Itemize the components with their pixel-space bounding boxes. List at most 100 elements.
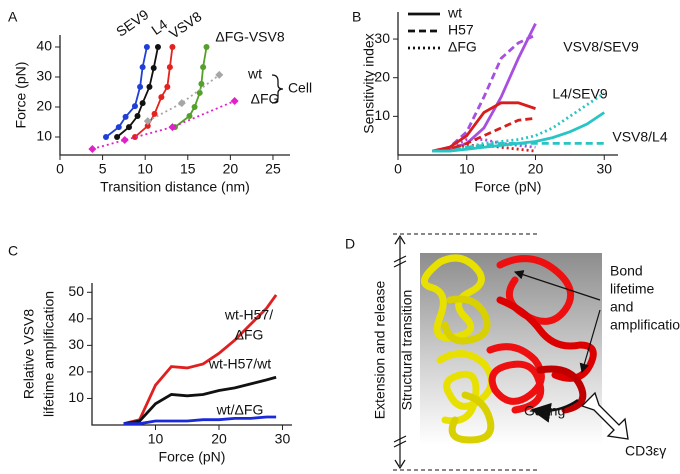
- marker: [134, 113, 141, 119]
- y-tick-label: 10: [68, 389, 84, 405]
- marker: [120, 136, 129, 144]
- marker: [169, 44, 176, 50]
- annotation: VSV8/SEV9: [563, 39, 639, 55]
- protein: [420, 254, 597, 444]
- series-line: [432, 116, 536, 153]
- series-line: [92, 100, 235, 150]
- series-line: [134, 46, 174, 138]
- legend-label: H57: [448, 22, 474, 38]
- series-line: [123, 415, 277, 426]
- cell-brace: [271, 74, 284, 104]
- x-tick-label: 20: [223, 161, 239, 177]
- marker: [196, 89, 203, 96]
- marker: [200, 64, 207, 71]
- x-tick-label: 25: [265, 161, 281, 177]
- y-axis-title: Sensitivity index: [361, 33, 377, 133]
- y-tick-label: 30: [36, 68, 52, 84]
- marker: [88, 145, 97, 153]
- x-tick-label: 0: [394, 161, 402, 177]
- series-line: [432, 92, 606, 153]
- marker: [186, 113, 193, 119]
- side-label: Structural transition: [399, 290, 415, 411]
- marker: [146, 83, 153, 90]
- series-line: [147, 74, 220, 122]
- series-line: [105, 46, 148, 138]
- legend-label: wt: [447, 5, 462, 21]
- series-line: [123, 375, 277, 426]
- marker: [126, 124, 132, 131]
- x-tick-label: 10: [137, 161, 153, 177]
- y-axis-title: Relative VSV8: [21, 309, 37, 399]
- series-line: [432, 143, 536, 153]
- marker: [215, 70, 224, 79]
- annotation: L4/SEV9: [552, 86, 607, 102]
- marker: [154, 44, 161, 50]
- y-tick-label: 40: [68, 310, 84, 326]
- marker: [150, 65, 157, 71]
- annotation: Cell: [288, 80, 312, 96]
- bond-label: lifetime: [610, 281, 655, 297]
- x-tick-label: 5: [99, 161, 107, 177]
- structure-diagram: D Extension and release Structural trans…: [345, 233, 680, 471]
- annotation: ΔFG-VSV8: [215, 29, 284, 45]
- y-axis-title: Force (pN): [13, 62, 29, 129]
- marker: [164, 83, 171, 90]
- y-tick-label: 50: [68, 283, 84, 299]
- series-line: [432, 142, 605, 153]
- legend-label: ΔFG: [448, 39, 477, 55]
- annotation: ΔFG: [251, 91, 280, 107]
- panel-label: B: [352, 9, 361, 25]
- series-line: [432, 101, 536, 153]
- annotation: SEV9: [113, 6, 152, 40]
- bond-label: and: [610, 299, 633, 315]
- annotation: wt/ΔFG: [216, 402, 264, 418]
- panel-label: D: [345, 236, 355, 252]
- marker: [115, 124, 122, 131]
- x-tick-label: 30: [275, 431, 291, 447]
- marker: [144, 122, 151, 129]
- marker: [139, 100, 146, 107]
- marker: [122, 113, 129, 120]
- marker: [151, 110, 158, 117]
- partner-label: CD3εγ: [625, 443, 666, 459]
- marker: [143, 44, 150, 50]
- panel-label: C: [8, 243, 18, 259]
- bond-label: Bond: [610, 263, 643, 279]
- bond-label: amplification: [610, 317, 680, 333]
- gating-label: Gating: [524, 403, 565, 419]
- y-axis-title: lifetime amplification: [41, 291, 57, 417]
- series-line: [123, 294, 278, 426]
- y-tick-label: 30: [374, 30, 390, 46]
- axis-line: [91, 283, 292, 426]
- annotation: VSV8: [166, 8, 205, 42]
- x-tick-label: 15: [180, 161, 196, 177]
- annotation: wt-H57/wt: [208, 356, 271, 372]
- marker: [131, 134, 138, 140]
- marker: [131, 103, 138, 110]
- panel-label: A: [8, 9, 18, 25]
- marker: [143, 117, 152, 126]
- x-tick-label: 10: [459, 161, 475, 177]
- marker: [168, 123, 177, 132]
- x-axis-title: Transition distance (nm): [100, 179, 250, 195]
- marker: [203, 44, 210, 50]
- marker: [198, 80, 205, 87]
- marker: [158, 94, 165, 101]
- annotation: VSV8/L4: [612, 129, 667, 145]
- annotation: wt-H57/: [224, 307, 273, 323]
- y-tick-label: 10: [374, 107, 390, 123]
- marker: [191, 104, 198, 110]
- marker: [177, 99, 186, 108]
- y-tick-label: 10: [36, 128, 52, 144]
- side-label: Extension and release: [372, 281, 388, 420]
- x-tick-label: 30: [596, 161, 612, 177]
- marker: [166, 64, 173, 71]
- x-axis-title: Force (pN): [475, 179, 542, 195]
- y-tick-label: 20: [68, 363, 84, 379]
- x-tick-label: 20: [211, 431, 227, 447]
- marker: [114, 134, 121, 140]
- x-tick-label: 0: [56, 161, 64, 177]
- y-tick-label: 20: [374, 68, 390, 84]
- marker: [139, 64, 146, 71]
- marker: [230, 97, 239, 105]
